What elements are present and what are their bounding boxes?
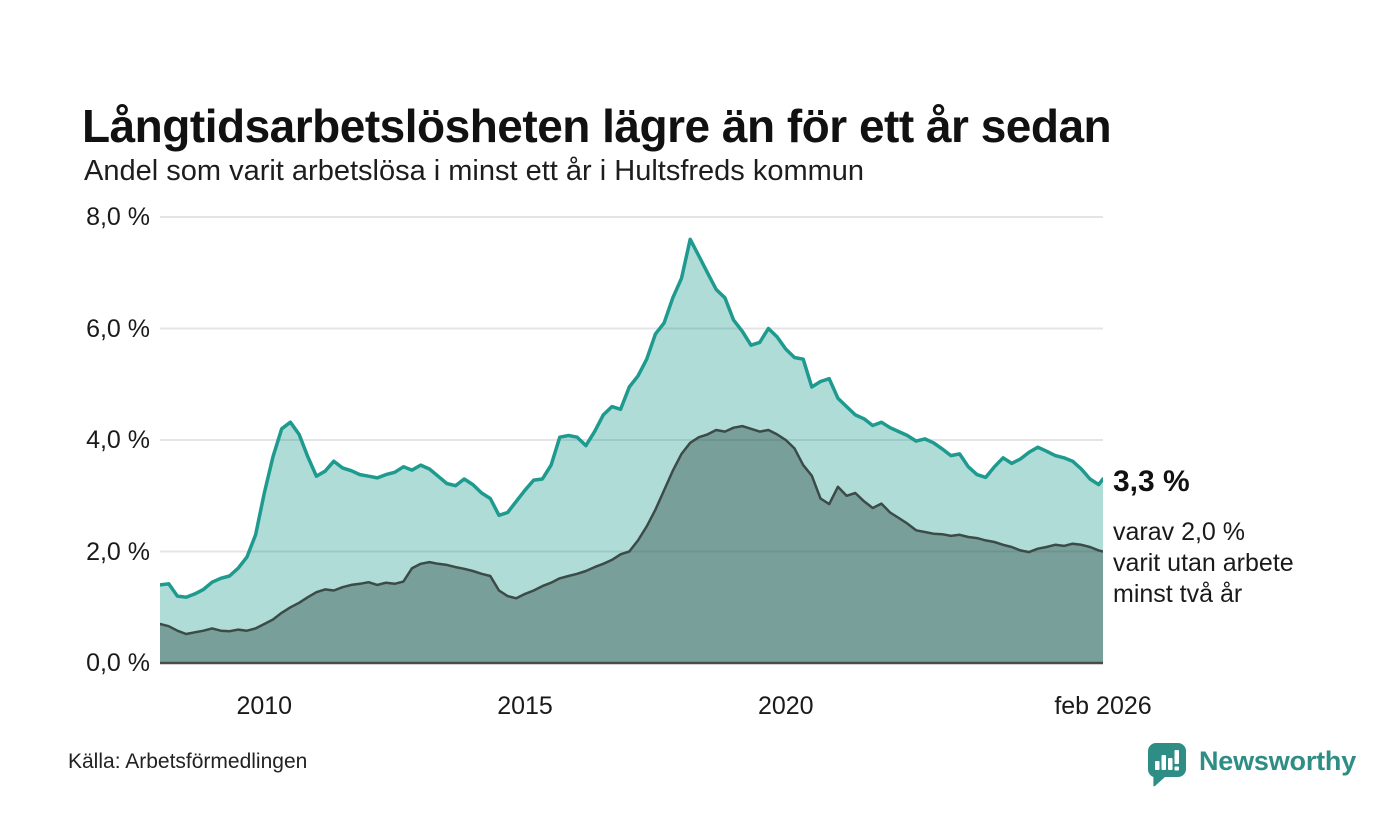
series-line-1 xyxy=(160,424,1103,636)
series-fill-0 xyxy=(160,239,1103,664)
sub-annotation-line: varit utan arbete xyxy=(1113,549,1294,577)
y-tick-label: 6,0 % xyxy=(86,314,150,343)
chart-subtitle: Andel som varit arbetslösa i minst ett å… xyxy=(84,155,865,187)
logo-exclamation-bar xyxy=(1174,750,1179,764)
series-fill-1 xyxy=(160,426,1103,663)
sub-annotation-line: varav 2,0 % xyxy=(1113,518,1246,546)
y-tick-label: 4,0 % xyxy=(86,426,150,454)
logo-bar-3 xyxy=(1168,758,1173,770)
x-tick-label: feb 2026 xyxy=(1054,692,1152,720)
newsworthy-logo: Newsworthy xyxy=(1147,742,1356,788)
y-tick-label: 2,0 % xyxy=(86,537,150,566)
series-line-0 xyxy=(160,237,1103,599)
y-tick-label: 0,0 % xyxy=(86,649,150,677)
sub-annotation-line: minst två år xyxy=(1113,580,1243,608)
sub-annotation: varav 2,0 % varit utan arbete minst två år xyxy=(1113,517,1294,610)
logo-exclamation-dot xyxy=(1174,766,1179,771)
logo-bar-2 xyxy=(1161,755,1166,770)
y-tick-label: 8,0 % xyxy=(86,203,150,231)
chart-plot-area xyxy=(160,205,1103,665)
logo-bar-1 xyxy=(1155,761,1160,770)
logo-bubble xyxy=(1147,743,1186,787)
x-tick-label: 2010 xyxy=(236,692,293,720)
newsworthy-wordmark: Newsworthy xyxy=(1199,746,1357,776)
page-title: Långtidsarbetslösheten lägre än för ett … xyxy=(82,99,1112,152)
latest-value-label: 3,3 % xyxy=(1113,465,1190,498)
x-tick-label: 2015 xyxy=(497,692,553,720)
x-tick-label: 2020 xyxy=(757,692,814,720)
source-label: Källa: Arbetsförmedlingen xyxy=(68,750,308,773)
newsworthy-logo-icon xyxy=(1147,743,1186,787)
area-chart xyxy=(160,216,1103,665)
